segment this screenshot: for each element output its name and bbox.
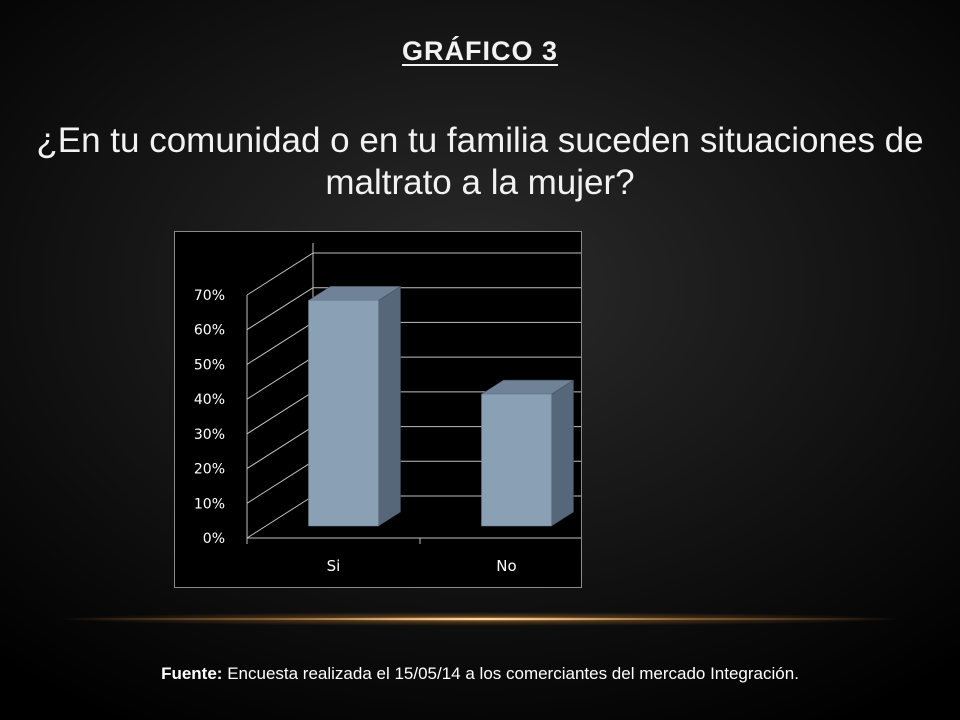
side-gridline bbox=[246, 322, 314, 365]
y-tick-label: 0% bbox=[203, 531, 225, 547]
source-label: Fuente: bbox=[161, 664, 223, 683]
bar-chart: 0% 10% 20% 30% 40% 50% 60% 70% Si No bbox=[194, 243, 581, 575]
side-gridline bbox=[246, 495, 314, 539]
bar-no bbox=[481, 393, 552, 527]
y-tick-label: 30% bbox=[194, 427, 225, 443]
side-gridline bbox=[246, 460, 314, 504]
bar-side-no bbox=[551, 379, 574, 527]
side-gridline bbox=[246, 426, 314, 469]
y-tick-label: 70% bbox=[194, 288, 225, 304]
source-note: Fuente: Encuesta realizada el 15/05/14 a… bbox=[0, 664, 960, 684]
slide-question: ¿En tu comunidad o en tu familia suceden… bbox=[36, 121, 924, 202]
side-gridline bbox=[246, 391, 314, 435]
x-tick-label-no: No bbox=[496, 557, 516, 575]
bar-si bbox=[308, 300, 379, 527]
y-tick-label: 20% bbox=[194, 462, 225, 478]
side-gridline bbox=[246, 287, 314, 331]
bar-side-si bbox=[378, 285, 401, 527]
x-tick-label-si: Si bbox=[327, 557, 341, 575]
side-gridline bbox=[246, 356, 314, 400]
y-tick-label: 10% bbox=[194, 496, 225, 512]
side-gridline bbox=[246, 252, 314, 296]
slide-heading: GRÁFICO 3 bbox=[401, 36, 558, 66]
y-tick-label: 50% bbox=[194, 357, 225, 373]
decorative-glow-line bbox=[60, 618, 900, 620]
chart-frame: 0% 10% 20% 30% 40% 50% 60% 70% Si No bbox=[174, 231, 582, 588]
y-tick-label: 40% bbox=[194, 392, 225, 408]
y-tick-label: 60% bbox=[194, 323, 225, 339]
source-text: Encuesta realizada el 15/05/14 a los com… bbox=[222, 664, 799, 683]
